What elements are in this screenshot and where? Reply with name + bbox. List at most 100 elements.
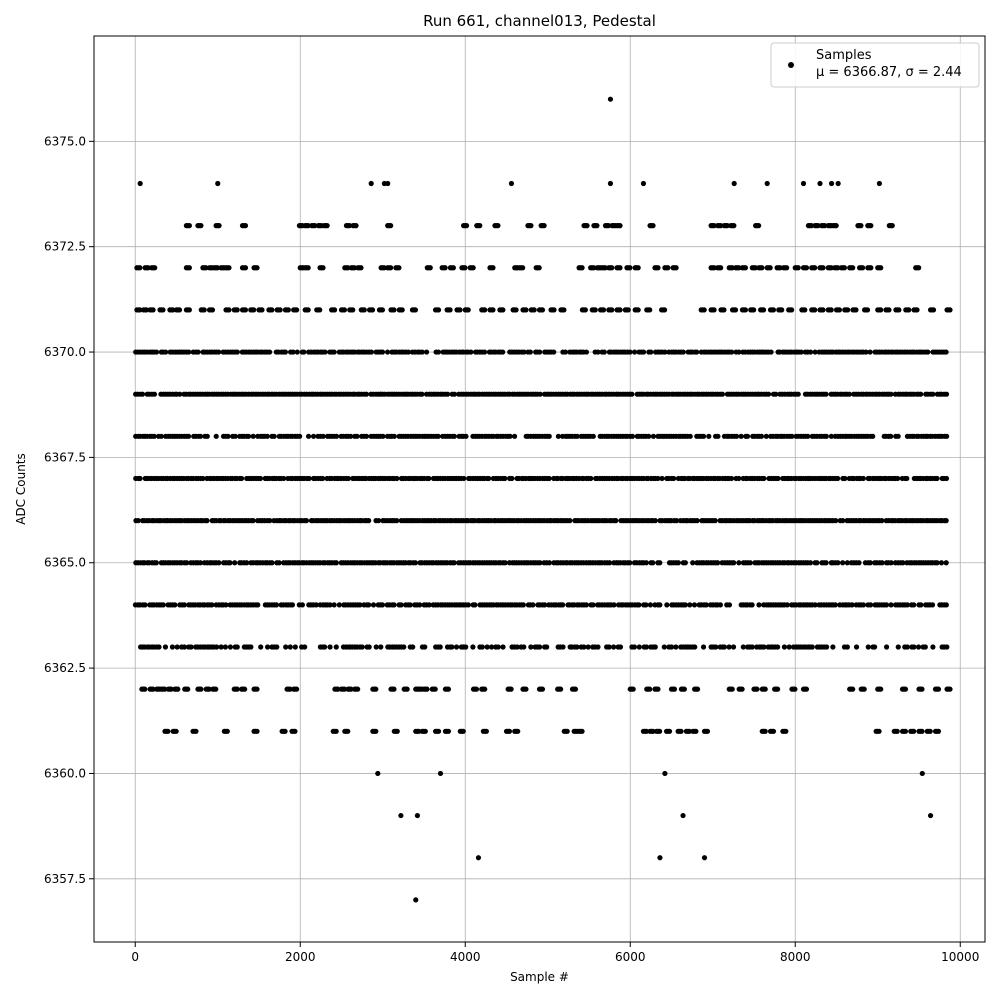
data-point xyxy=(721,644,727,650)
data-point xyxy=(162,686,168,692)
data-point xyxy=(609,265,615,271)
data-point xyxy=(803,686,810,692)
data-point xyxy=(470,644,476,650)
data-point xyxy=(451,560,457,566)
data-point xyxy=(254,686,260,692)
data-point xyxy=(333,728,339,734)
data-point xyxy=(830,644,836,650)
data-point xyxy=(911,644,917,650)
data-point xyxy=(734,433,740,439)
data-point xyxy=(398,812,404,819)
data-point xyxy=(404,686,410,692)
data-point xyxy=(701,855,708,861)
data-point xyxy=(922,644,928,650)
data-point xyxy=(359,644,365,650)
data-point xyxy=(657,560,663,566)
data-point xyxy=(153,349,160,355)
data-point xyxy=(640,349,647,355)
data-point xyxy=(513,307,519,313)
data-point xyxy=(213,686,219,692)
data-point xyxy=(673,265,679,271)
data-point xyxy=(595,644,601,650)
data-point xyxy=(803,265,810,271)
data-point xyxy=(331,602,337,608)
data-point xyxy=(537,644,543,650)
data-point xyxy=(162,644,169,650)
data-point xyxy=(388,265,394,271)
data-point xyxy=(453,644,460,650)
data-point xyxy=(584,223,590,229)
data-point xyxy=(502,475,508,482)
data-point xyxy=(828,180,835,187)
data-point xyxy=(809,644,815,650)
data-point xyxy=(468,349,474,355)
data-point xyxy=(647,602,653,608)
data-point xyxy=(629,391,635,397)
data-point xyxy=(673,518,680,524)
data-point xyxy=(868,265,874,271)
data-point xyxy=(704,728,711,734)
data-point xyxy=(606,644,612,650)
data-point xyxy=(437,644,443,650)
data-point xyxy=(833,518,839,524)
data-point xyxy=(783,728,789,734)
data-point xyxy=(209,307,216,313)
data-point xyxy=(213,433,219,439)
data-point xyxy=(172,602,178,608)
data-point xyxy=(282,349,289,355)
data-point xyxy=(833,223,839,229)
data-point xyxy=(711,223,717,229)
data-point xyxy=(463,223,470,229)
data-point xyxy=(631,644,637,650)
data-point xyxy=(943,560,949,566)
data-point xyxy=(305,307,311,313)
data-point xyxy=(916,265,922,271)
data-point xyxy=(607,180,614,187)
data-point xyxy=(617,223,623,229)
data-point xyxy=(509,475,515,482)
data-point xyxy=(479,644,485,650)
data-point xyxy=(489,644,495,650)
data-point xyxy=(592,307,598,313)
data-point xyxy=(863,349,869,355)
data-point xyxy=(322,644,328,650)
data-point xyxy=(348,686,354,692)
data-point xyxy=(320,433,326,439)
data-point xyxy=(277,307,283,313)
data-point xyxy=(828,307,834,313)
data-point xyxy=(835,560,841,566)
data-point xyxy=(521,644,527,650)
data-point xyxy=(585,644,591,650)
data-point xyxy=(351,265,357,271)
data-point xyxy=(864,307,871,313)
data-point xyxy=(800,180,807,187)
data-point xyxy=(500,644,506,650)
data-point xyxy=(729,686,735,692)
data-point xyxy=(802,307,808,313)
data-point xyxy=(520,602,526,608)
data-point xyxy=(267,349,273,355)
data-point xyxy=(160,602,166,608)
data-point xyxy=(186,265,192,271)
data-point xyxy=(888,560,894,566)
data-point xyxy=(673,644,679,650)
data-point xyxy=(281,475,287,482)
data-point xyxy=(849,602,855,608)
data-point xyxy=(385,349,391,355)
data-point xyxy=(671,475,677,482)
data-point xyxy=(870,433,876,439)
data-point xyxy=(911,728,917,734)
data-point xyxy=(739,686,745,692)
data-point xyxy=(904,644,910,650)
data-point xyxy=(333,433,340,439)
data-point xyxy=(611,644,617,650)
data-point xyxy=(506,728,513,734)
data-point xyxy=(756,602,762,608)
y-tick-label: 6360.0 xyxy=(44,766,86,780)
data-point xyxy=(227,644,233,650)
data-point xyxy=(664,602,670,608)
data-point xyxy=(257,475,264,482)
data-point xyxy=(546,475,552,482)
data-point xyxy=(900,560,906,566)
